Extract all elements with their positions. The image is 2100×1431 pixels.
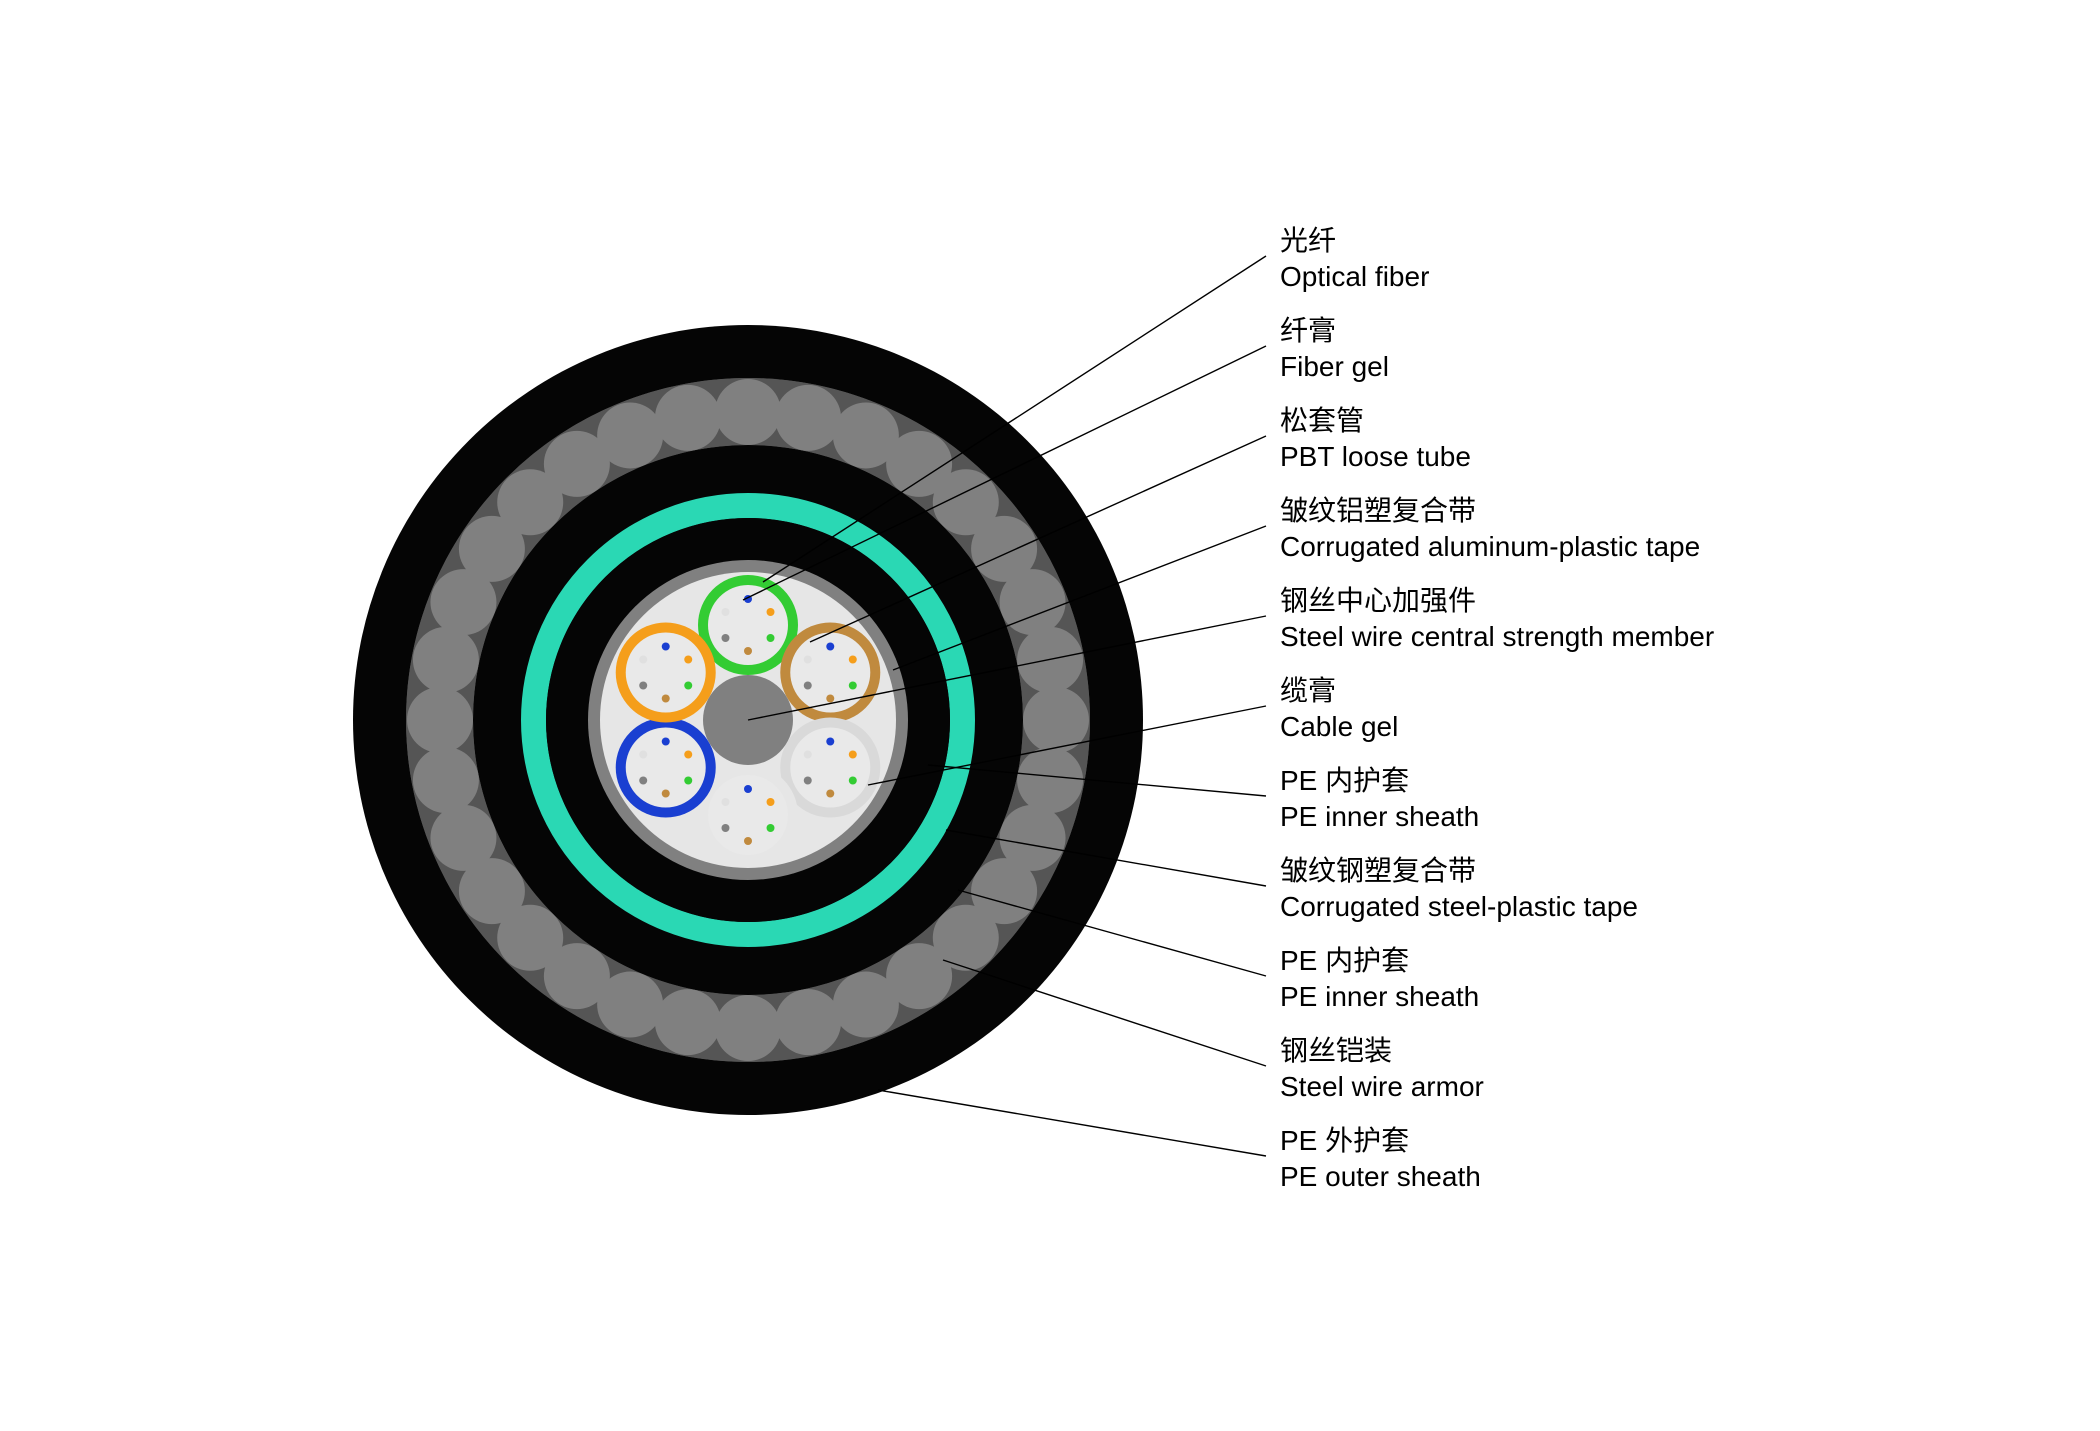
- optical-fiber: [662, 738, 670, 746]
- optical-fiber: [744, 647, 752, 655]
- label-en: Steel wire central strength member: [1280, 621, 1714, 652]
- label-cn: 皱纹钢塑复合带: [1280, 855, 1476, 886]
- label-en: PE inner sheath: [1280, 981, 1479, 1012]
- armor-wire: [655, 989, 721, 1055]
- optical-fiber: [849, 777, 857, 785]
- armor-wire: [597, 402, 663, 468]
- optical-fiber: [684, 656, 692, 664]
- optical-fiber: [662, 695, 670, 703]
- optical-fiber: [639, 777, 647, 785]
- armor-wire: [775, 989, 841, 1055]
- armor-wire: [1017, 747, 1083, 813]
- label-cn: 钢丝铠装: [1280, 1035, 1392, 1066]
- optical-fiber: [639, 656, 647, 664]
- optical-fiber: [804, 751, 812, 759]
- optical-fiber: [744, 837, 752, 845]
- optical-fiber: [849, 682, 857, 690]
- armor-wire: [715, 379, 781, 445]
- label-cn: 纤膏: [1280, 315, 1336, 346]
- armor-wire: [413, 627, 479, 693]
- optical-fiber: [767, 634, 775, 642]
- optical-fiber: [721, 824, 729, 832]
- label-cn: PE 内护套: [1280, 945, 1409, 976]
- optical-fiber: [826, 695, 834, 703]
- optical-fiber: [849, 656, 857, 664]
- label-en: PE outer sheath: [1280, 1161, 1481, 1192]
- optical-fiber: [804, 682, 812, 690]
- label-en: Optical fiber: [1280, 261, 1429, 292]
- optical-fiber: [826, 738, 834, 746]
- leader-line: [878, 1090, 1266, 1156]
- optical-fiber: [721, 798, 729, 806]
- label-en: Steel wire armor: [1280, 1071, 1484, 1102]
- optical-fiber: [639, 751, 647, 759]
- armor-wire: [407, 687, 473, 753]
- optical-fiber: [804, 656, 812, 664]
- armor-wire: [833, 972, 899, 1038]
- optical-fiber: [767, 798, 775, 806]
- optical-fiber: [849, 751, 857, 759]
- armor-wire: [655, 385, 721, 451]
- label-cn: 缆膏: [1280, 675, 1336, 706]
- optical-fiber: [721, 608, 729, 616]
- optical-fiber: [826, 790, 834, 798]
- optical-fiber: [767, 608, 775, 616]
- label-en: Fiber gel: [1280, 351, 1389, 382]
- label-cn: 皱纹铝塑复合带: [1280, 495, 1476, 526]
- optical-fiber: [639, 682, 647, 690]
- armor-wire: [715, 995, 781, 1061]
- label-en: PBT loose tube: [1280, 441, 1471, 472]
- armor-wire: [775, 385, 841, 451]
- optical-fiber: [767, 824, 775, 832]
- optical-fiber: [744, 785, 752, 793]
- optical-fiber: [684, 751, 692, 759]
- label-cn: 松套管: [1280, 405, 1364, 436]
- label-cn: PE 外护套: [1280, 1125, 1409, 1156]
- label-en: Cable gel: [1280, 711, 1398, 742]
- armor-wire: [413, 747, 479, 813]
- labels: 光纤 Optical fiber 纤膏 Fiber gel 松套管 PBT loose t…: [1280, 225, 1714, 1192]
- optical-fiber: [662, 643, 670, 651]
- optical-fiber: [804, 777, 812, 785]
- label-cn: 光纤: [1280, 225, 1336, 256]
- label-cn: PE 内护套: [1280, 765, 1409, 796]
- label-en: Corrugated aluminum-plastic tape: [1280, 531, 1700, 562]
- optical-fiber: [662, 790, 670, 798]
- optical-fiber: [684, 777, 692, 785]
- optical-fiber: [684, 682, 692, 690]
- label-en: PE inner sheath: [1280, 801, 1479, 832]
- label-cn: 钢丝中心加强件: [1280, 585, 1476, 616]
- label-en: Corrugated steel-plastic tape: [1280, 891, 1638, 922]
- armor-wire: [430, 805, 496, 871]
- optical-fiber: [721, 634, 729, 642]
- optical-fiber: [826, 643, 834, 651]
